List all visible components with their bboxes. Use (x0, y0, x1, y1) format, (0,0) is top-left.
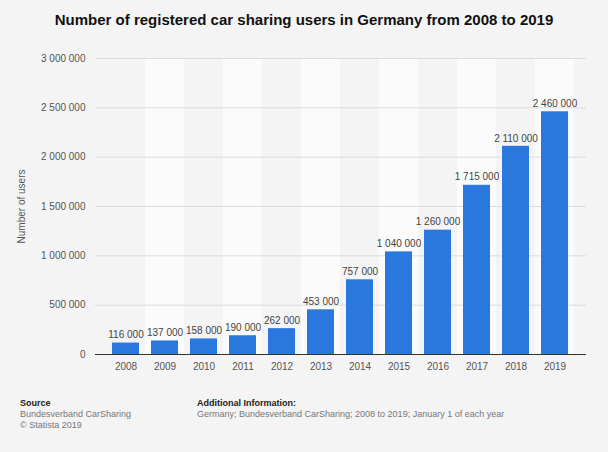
svg-text:2015: 2015 (388, 361, 411, 372)
svg-text:1 500 000: 1 500 000 (41, 201, 86, 212)
svg-text:1 715 000: 1 715 000 (455, 171, 500, 182)
svg-text:2012: 2012 (271, 361, 294, 372)
svg-text:2010: 2010 (193, 361, 216, 372)
svg-text:3 000 000: 3 000 000 (41, 53, 86, 64)
svg-text:2 110 000: 2 110 000 (494, 133, 538, 144)
svg-text:Number of users: Number of users (16, 170, 27, 244)
svg-text:158 000: 158 000 (186, 325, 223, 336)
svg-text:2013: 2013 (310, 361, 333, 372)
svg-text:137 000: 137 000 (147, 327, 184, 338)
svg-text:2 000 000: 2 000 000 (41, 151, 86, 162)
svg-text:453 000: 453 000 (303, 296, 340, 307)
svg-text:190 000: 190 000 (225, 322, 262, 333)
svg-text:500 000: 500 000 (49, 299, 86, 310)
html-text:Germany; Bundesverband CarShar: Germany; Bundesverband CarSharing; 2008 … (197, 409, 505, 419)
html-text:Additional Information:: Additional Information: (197, 398, 296, 408)
svg-text:2017: 2017 (466, 361, 489, 372)
html-text:Source: Source (20, 398, 51, 408)
svg-text:116 000: 116 000 (108, 329, 144, 340)
svg-text:2016: 2016 (427, 361, 450, 372)
svg-text:2 460 000: 2 460 000 (533, 98, 578, 109)
html-text:Number of registered car shari: Number of registered car sharing users i… (54, 11, 554, 28)
svg-text:1 040 000: 1 040 000 (377, 238, 422, 249)
svg-text:2018: 2018 (505, 361, 528, 372)
svg-text:2014: 2014 (349, 361, 372, 372)
svg-text:1 260 000: 1 260 000 (416, 216, 461, 227)
html-text:Bundesverband CarSharing: Bundesverband CarSharing (20, 409, 132, 419)
html-text:© Statista 2019: © Statista 2019 (20, 420, 82, 430)
svg-text:0: 0 (80, 349, 86, 360)
svg-text:757 000: 757 000 (342, 266, 379, 277)
svg-text:262 000: 262 000 (264, 315, 301, 326)
svg-text:1 000 000: 1 000 000 (41, 250, 86, 261)
svg-text:2008: 2008 (115, 361, 138, 372)
svg-text:2 500 000: 2 500 000 (41, 102, 86, 113)
svg-text:2009: 2009 (154, 361, 177, 372)
svg-text:2011: 2011 (232, 361, 254, 372)
svg-text:2019: 2019 (544, 361, 567, 372)
